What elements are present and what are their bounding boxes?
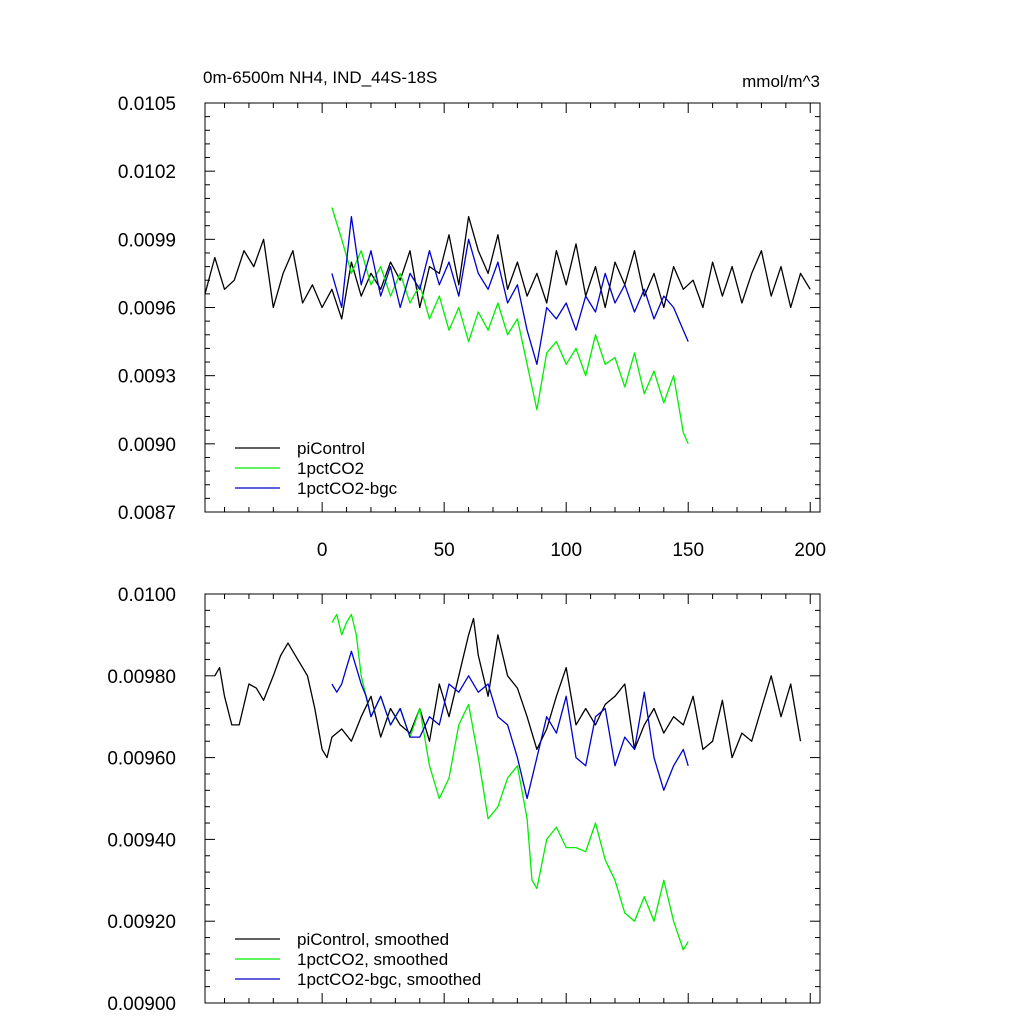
y-tick-label: 0.0099 bbox=[118, 230, 176, 251]
y-tick-label: 0.00980 bbox=[107, 667, 176, 688]
top-units: mmol/m^3 bbox=[742, 72, 820, 91]
series-line-picontrol bbox=[204, 215, 811, 320]
legend-label: 1pctCO2, smoothed bbox=[297, 950, 448, 969]
plot-frame bbox=[204, 593, 821, 1004]
y-tick-label: 0.0087 bbox=[118, 503, 176, 524]
y-tick-label: 0.0090 bbox=[118, 435, 176, 456]
series-line-1pctco2-smoothed bbox=[331, 613, 689, 951]
series-line-1pctco2-bgc-smoothed bbox=[331, 650, 689, 800]
x-tick-label: 0 bbox=[317, 540, 328, 561]
legend-label: 1pctCO2 bbox=[297, 459, 364, 478]
x-tick-label: 50 bbox=[434, 540, 455, 561]
y-tick-label: 0.0102 bbox=[118, 162, 176, 183]
legend-label: piControl, smoothed bbox=[297, 930, 449, 949]
legend-label: 1pctCO2-bgc bbox=[297, 479, 398, 498]
legend-label: 1pctCO2-bgc, smoothed bbox=[297, 970, 481, 989]
top-panel: 0m-6500m NH4, IND_44S-18S mmol/m^3 0 50 10… bbox=[118, 68, 826, 561]
legend-label: piControl bbox=[297, 439, 365, 458]
x-tick-label: 100 bbox=[550, 540, 582, 561]
y-tick-label: 0.00920 bbox=[107, 912, 176, 933]
series-line-1pctco2-bgc bbox=[331, 215, 689, 365]
bottom-panel: 0.00900 0.00920 0.00940 0.00960 0.00980 0.010… bbox=[107, 585, 821, 1015]
y-tick-label: 0.00940 bbox=[107, 830, 176, 851]
y-tick-label: 0.0100 bbox=[118, 585, 176, 606]
top-title: 0m-6500m NH4, IND_44S-18S bbox=[203, 68, 437, 87]
series-line-1pctco2 bbox=[331, 207, 689, 445]
y-tick-label: 0.0105 bbox=[118, 94, 176, 115]
x-tick-label: 200 bbox=[794, 540, 826, 561]
y-tick-label: 0.00960 bbox=[107, 749, 176, 770]
y-tick-label: 0.0096 bbox=[118, 299, 176, 320]
y-tick-label: 0.00900 bbox=[107, 994, 176, 1015]
y-tick-label: 0.0093 bbox=[118, 367, 176, 388]
x-tick-label: 150 bbox=[672, 540, 704, 561]
series-line-picontrol-smoothed bbox=[214, 617, 802, 759]
